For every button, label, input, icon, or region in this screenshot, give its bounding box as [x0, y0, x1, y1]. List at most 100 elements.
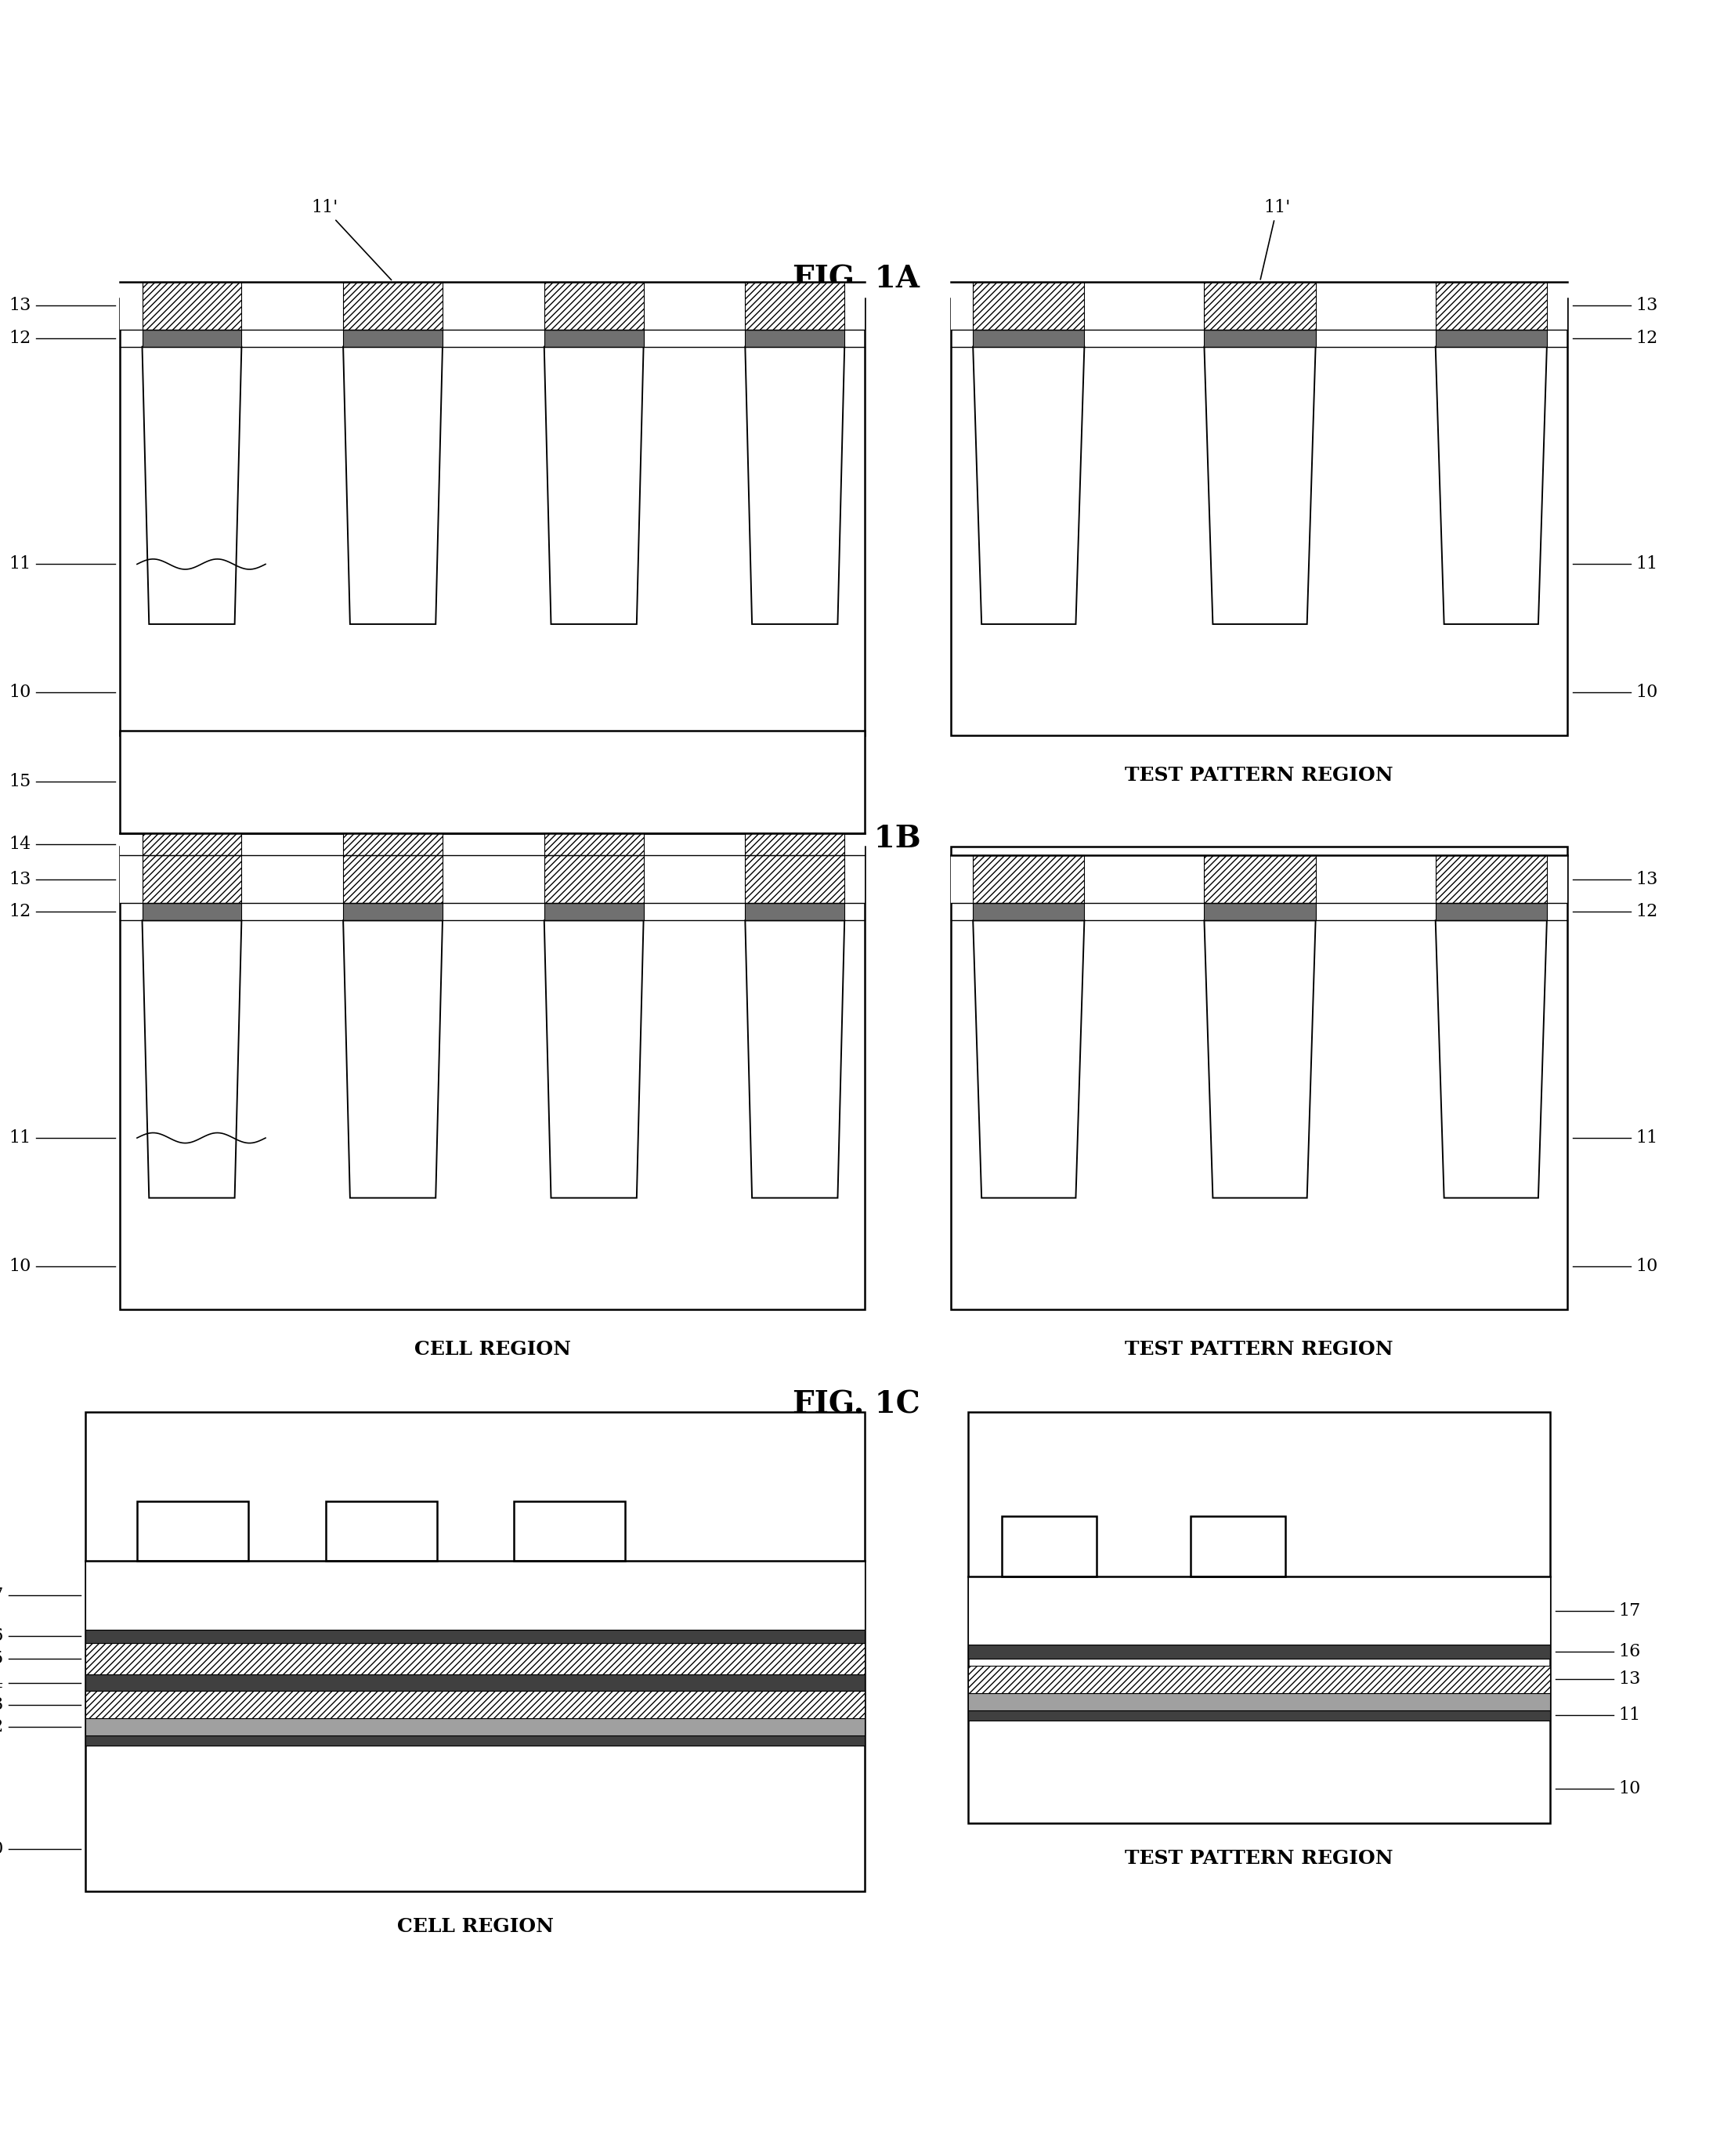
- Bar: [86, 1643, 865, 1673]
- Bar: [137, 1501, 248, 1561]
- Polygon shape: [545, 347, 644, 623]
- Text: 16: 16: [1619, 1643, 1641, 1660]
- Text: 10: 10: [1619, 1781, 1641, 1798]
- Text: 13: 13: [0, 1697, 3, 1714]
- Bar: [1435, 282, 1547, 330]
- Bar: [86, 1736, 865, 1746]
- Bar: [745, 856, 845, 903]
- Text: 11: 11: [1636, 556, 1658, 573]
- Text: 12: 12: [1636, 330, 1658, 347]
- Bar: [745, 903, 845, 921]
- Text: 12: 12: [9, 903, 31, 921]
- Bar: [1191, 1516, 1285, 1576]
- Text: PR2: PR2: [175, 1522, 211, 1539]
- Text: 16: 16: [0, 1628, 3, 1645]
- Text: 12: 12: [0, 1718, 3, 1736]
- Text: 13: 13: [1619, 1671, 1641, 1688]
- Bar: [86, 1561, 865, 1630]
- Text: PR2: PR2: [1031, 1539, 1065, 1554]
- Polygon shape: [343, 921, 442, 1199]
- Bar: [120, 282, 865, 330]
- Bar: [968, 1645, 1550, 1658]
- Polygon shape: [142, 921, 242, 1199]
- Text: 11: 11: [9, 1130, 31, 1147]
- Text: 13: 13: [1636, 871, 1658, 888]
- Text: CELL REGION: CELL REGION: [397, 1917, 553, 1936]
- Bar: [545, 856, 644, 903]
- Bar: [545, 903, 644, 921]
- Bar: [968, 1692, 1550, 1710]
- Text: 11': 11': [1261, 198, 1290, 280]
- Bar: [120, 832, 865, 856]
- Bar: [86, 1412, 865, 1891]
- Text: 14: 14: [9, 837, 31, 854]
- Text: 12: 12: [1636, 903, 1658, 921]
- Bar: [120, 300, 865, 735]
- Bar: [343, 832, 442, 856]
- Bar: [545, 330, 644, 347]
- Bar: [968, 1576, 1550, 1645]
- Polygon shape: [973, 921, 1084, 1199]
- Bar: [973, 282, 1084, 330]
- Bar: [1204, 330, 1316, 347]
- Bar: [951, 282, 1567, 330]
- Bar: [745, 832, 845, 856]
- Bar: [745, 282, 845, 330]
- Text: 11: 11: [1619, 1708, 1641, 1725]
- Bar: [545, 282, 644, 330]
- Bar: [142, 832, 242, 856]
- Text: 13: 13: [9, 298, 31, 315]
- Text: 10: 10: [0, 1839, 3, 1856]
- Polygon shape: [1435, 921, 1547, 1199]
- Text: 15: 15: [9, 774, 31, 791]
- Bar: [343, 282, 442, 330]
- Polygon shape: [973, 347, 1084, 623]
- Bar: [514, 1501, 625, 1561]
- Bar: [951, 856, 1567, 903]
- Text: CELL REGION: CELL REGION: [415, 765, 570, 785]
- Text: 15: 15: [0, 1649, 3, 1667]
- Text: PR1: PR1: [469, 772, 516, 791]
- Bar: [951, 300, 1567, 735]
- Bar: [343, 856, 442, 903]
- Bar: [1435, 856, 1547, 903]
- Bar: [1435, 903, 1547, 921]
- Text: TEST PATTERN REGION: TEST PATTERN REGION: [1125, 1848, 1393, 1867]
- Bar: [142, 903, 242, 921]
- Text: 13: 13: [9, 871, 31, 888]
- Bar: [142, 282, 242, 330]
- Bar: [86, 1630, 865, 1643]
- Bar: [745, 330, 845, 347]
- Bar: [973, 903, 1084, 921]
- Bar: [142, 330, 242, 347]
- Text: 11': 11': [310, 198, 391, 280]
- Text: TEST PATTERN REGION: TEST PATTERN REGION: [1125, 1341, 1393, 1358]
- Text: FIG. 1B: FIG. 1B: [791, 824, 922, 854]
- Bar: [343, 903, 442, 921]
- Bar: [120, 731, 865, 832]
- Polygon shape: [1204, 347, 1316, 623]
- Polygon shape: [1204, 921, 1316, 1199]
- Bar: [325, 1501, 437, 1561]
- Polygon shape: [1435, 347, 1547, 623]
- Text: 10: 10: [9, 1257, 31, 1274]
- Text: 14: 14: [0, 1673, 3, 1690]
- Polygon shape: [142, 347, 242, 623]
- Bar: [968, 1710, 1550, 1720]
- Text: 11: 11: [9, 556, 31, 573]
- Text: TEST PATTERN REGION: TEST PATTERN REGION: [1125, 765, 1393, 785]
- Bar: [951, 847, 1567, 1309]
- Text: 10: 10: [9, 683, 31, 701]
- Bar: [86, 1690, 865, 1718]
- Text: FIG. 1C: FIG. 1C: [793, 1391, 920, 1419]
- Bar: [120, 847, 865, 1309]
- Bar: [545, 832, 644, 856]
- Text: 17: 17: [1619, 1602, 1641, 1619]
- Bar: [1204, 903, 1316, 921]
- Bar: [86, 1673, 865, 1690]
- Bar: [343, 330, 442, 347]
- Bar: [973, 856, 1084, 903]
- Bar: [1002, 1516, 1096, 1576]
- Polygon shape: [745, 347, 845, 623]
- Text: 11: 11: [1636, 1130, 1658, 1147]
